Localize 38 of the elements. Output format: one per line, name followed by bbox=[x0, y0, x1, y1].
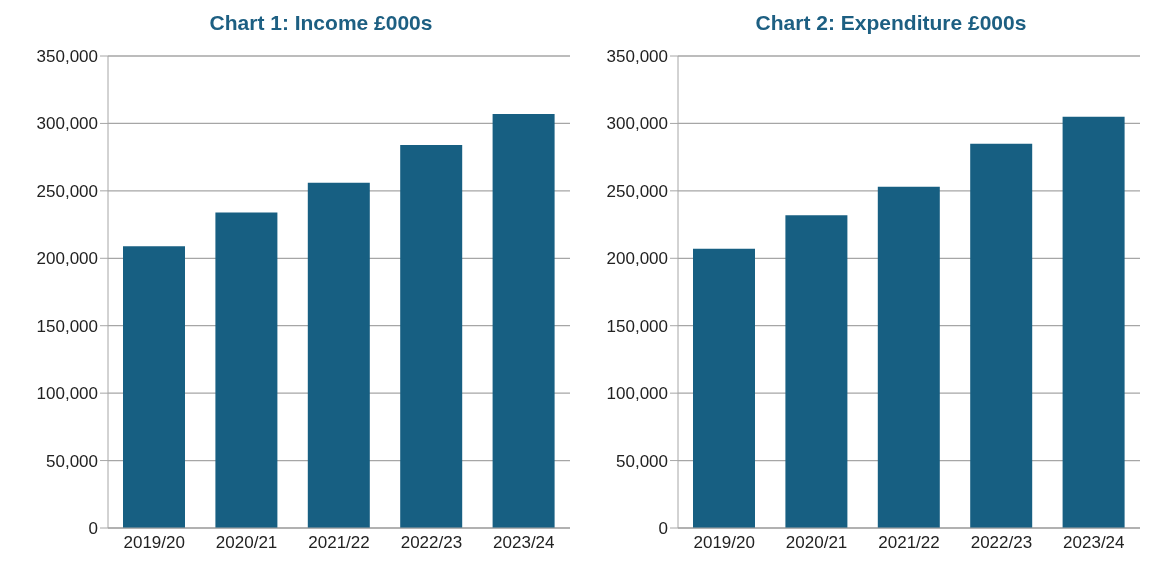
y-tick-label: 250,000 bbox=[36, 181, 98, 201]
x-tick-label: 2020/21 bbox=[215, 533, 278, 553]
chart-title: Chart 2: Expenditure £000s bbox=[754, 10, 1028, 36]
y-tick-label: 0 bbox=[658, 519, 668, 539]
y-tick-label: 50,000 bbox=[616, 451, 668, 471]
x-tick-label: 2021/22 bbox=[308, 533, 370, 553]
x-tick-label: 2021/22 bbox=[878, 533, 940, 553]
bar bbox=[400, 145, 463, 528]
y-tick-label: 350,000 bbox=[606, 47, 668, 67]
y-tick-label: 200,000 bbox=[36, 249, 98, 269]
bar bbox=[492, 113, 555, 528]
chart-title: Chart 1: Income £000s bbox=[208, 10, 434, 36]
y-tick-label: 150,000 bbox=[606, 316, 668, 336]
bar bbox=[307, 182, 370, 528]
y-tick-label: 200,000 bbox=[606, 249, 668, 269]
y-tick-label: 350,000 bbox=[36, 47, 98, 67]
y-tick-label: 300,000 bbox=[606, 114, 668, 134]
bar bbox=[123, 246, 185, 528]
bar bbox=[970, 143, 1033, 528]
y-tick-label: 100,000 bbox=[36, 384, 98, 404]
bar bbox=[1062, 116, 1125, 528]
bar bbox=[215, 212, 278, 528]
x-tick-label: 2023/24 bbox=[1063, 533, 1125, 553]
x-tick-label: 2022/23 bbox=[400, 533, 463, 553]
x-tick-label: 2019/20 bbox=[693, 533, 755, 553]
x-tick-label: 2019/20 bbox=[123, 533, 185, 553]
y-tick-label: 150,000 bbox=[36, 316, 98, 336]
bar bbox=[877, 186, 940, 528]
x-tick-label: 2022/23 bbox=[970, 533, 1033, 553]
y-tick-label: 100,000 bbox=[606, 384, 668, 404]
y-tick-label: 300,000 bbox=[36, 114, 98, 134]
y-tick-label: 250,000 bbox=[606, 181, 668, 201]
bar bbox=[693, 248, 755, 528]
y-tick-label: 50,000 bbox=[46, 451, 98, 471]
y-tick-label: 0 bbox=[88, 519, 98, 539]
bar bbox=[785, 215, 848, 528]
x-tick-label: 2023/24 bbox=[493, 533, 555, 553]
x-tick-label: 2020/21 bbox=[785, 533, 848, 553]
